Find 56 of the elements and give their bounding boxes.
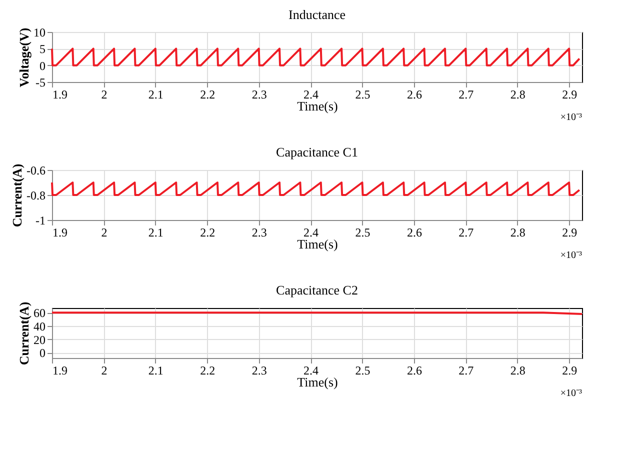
x-axis-title: Time(s) [297, 374, 338, 390]
x-tick-label: 2.4 [304, 88, 319, 102]
y-tick-label: 40 [34, 320, 46, 334]
x-tick-label: 2.8 [510, 88, 526, 102]
y-tick-label: 10 [34, 26, 46, 40]
x-tick-label: 2 [101, 364, 108, 378]
y-tick-label: 60 [34, 306, 46, 320]
x-axis-title: Time(s) [297, 98, 338, 114]
x-tick-label: 2.6 [406, 226, 422, 240]
x-tick-label: 2 [101, 226, 108, 240]
x-tick-label: 2.1 [148, 88, 164, 102]
x-tick-label: 2.1 [148, 364, 164, 378]
text: ×10⁻³ [560, 112, 582, 123]
y-tick-label: 0 [40, 58, 46, 73]
y-tick-label: -0.6 [26, 164, 46, 178]
text: ×10⁻³ [560, 250, 582, 261]
y-tick-label: -5 [36, 76, 46, 90]
y-tick-label: -0.8 [26, 188, 46, 202]
x-tick-label: 2.7 [458, 88, 474, 102]
x-tick-label: 2.4 [304, 364, 319, 378]
x-tick-label: 2.2 [200, 88, 216, 102]
y-tick-label: 0 [40, 346, 46, 360]
x-axis-title: Time(s) [297, 236, 338, 252]
x-tick-label: 2.9 [562, 226, 578, 240]
y-tick-label: 20 [34, 332, 46, 347]
x-tick-label: 2.6 [406, 88, 422, 102]
x-tick-label: 2.2 [200, 364, 216, 378]
x-tick-label: 2.5 [355, 88, 370, 102]
text: ×10⁻³ [560, 388, 582, 399]
x-tick-label: 1.9 [52, 226, 68, 240]
x-tick-label: 2 [101, 88, 108, 102]
x-tick-label: 2.6 [406, 364, 422, 378]
x-tick-label: 2.3 [252, 226, 267, 240]
x-tick-label: 2.9 [562, 88, 578, 102]
x-tick-label: 2.3 [252, 88, 267, 102]
x-tick-label: 2.5 [355, 226, 370, 240]
x-tick-label: 2.9 [562, 364, 578, 378]
x-tick-label: 2.7 [458, 226, 474, 240]
x-tick-label: 2.8 [510, 226, 526, 240]
x-tick-label: 2.7 [458, 364, 474, 378]
x-tick-label: 2.5 [355, 364, 370, 378]
y-tick-label: -1 [36, 214, 46, 228]
chart-title: Inductance [288, 7, 346, 22]
x-tick-label: 2.4 [304, 226, 319, 240]
x-tick-label: 1.9 [52, 364, 68, 378]
y-axis-title: Voltage(V) [16, 28, 32, 88]
y-axis-title: Current(A) [10, 164, 25, 228]
x-tick-label: 2.8 [510, 364, 526, 378]
x-tick-label: 2.2 [200, 226, 216, 240]
chart-title: Capacitance C2 [276, 282, 358, 298]
y-tick-label: 5 [40, 42, 46, 56]
chart-title: Capacitance C1 [276, 144, 358, 160]
x-tick-label: 2.1 [148, 226, 164, 240]
y-axis-title: Current(A) [16, 302, 32, 366]
x-tick-label: 2.3 [252, 364, 267, 378]
x-tick-label: 1.9 [52, 88, 68, 102]
